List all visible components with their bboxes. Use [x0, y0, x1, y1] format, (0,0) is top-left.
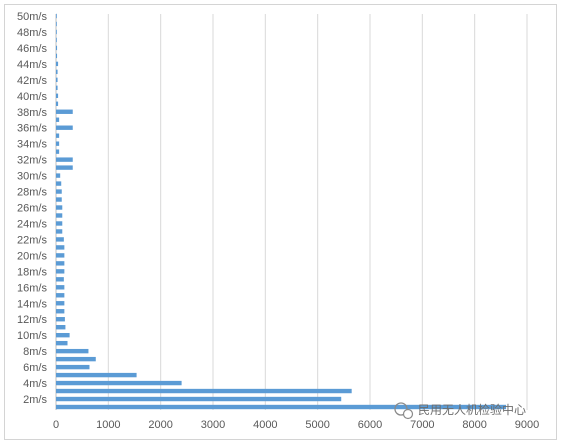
x-tick-label: 8000 — [462, 419, 486, 431]
watermark: 民用无人机检验中心 — [394, 402, 526, 420]
y-tick-label: 38m/s — [17, 107, 47, 119]
bar — [56, 181, 62, 186]
y-tick-label: 20m/s — [17, 250, 47, 262]
bar — [56, 21, 57, 27]
x-tick-label: 9000 — [515, 419, 539, 431]
y-tick-label: 14m/s — [17, 298, 47, 310]
bar — [56, 125, 73, 130]
bar — [56, 53, 58, 59]
bar — [56, 157, 73, 162]
bar — [56, 13, 57, 19]
bar — [56, 317, 65, 322]
y-tick-label: 4m/s — [23, 378, 47, 390]
bar — [56, 325, 66, 330]
bar — [56, 173, 61, 178]
y-tick-label: 32m/s — [17, 155, 47, 167]
y-tick-label: 28m/s — [17, 187, 47, 199]
y-tick-label: 40m/s — [17, 91, 47, 103]
bar — [56, 364, 90, 370]
bar — [56, 205, 63, 210]
bar — [56, 85, 58, 91]
bar — [56, 380, 182, 386]
y-tick-label: 34m/s — [17, 139, 47, 151]
bar — [56, 237, 64, 242]
bar — [56, 309, 65, 314]
y-tick-label: 6m/s — [23, 362, 47, 374]
grid-lines — [55, 14, 528, 410]
bars — [56, 13, 507, 410]
bar — [56, 197, 62, 202]
y-tick-label: 18m/s — [17, 266, 47, 278]
bar — [56, 117, 60, 122]
bar — [56, 372, 137, 378]
bar — [56, 340, 68, 346]
bar — [56, 61, 59, 67]
bar — [56, 348, 89, 354]
bar — [56, 253, 65, 258]
y-tick-label: 46m/s — [17, 43, 47, 55]
bar — [56, 245, 65, 250]
chart-frame — [4, 4, 557, 440]
y-tick-label: 42m/s — [17, 75, 47, 87]
bar — [56, 388, 352, 394]
x-tick-label: 6000 — [358, 419, 382, 431]
watermark-text: 民用无人机检验中心 — [418, 402, 526, 417]
y-tick-label: 44m/s — [17, 59, 47, 71]
y-tick-label: 10m/s — [17, 330, 47, 342]
y-tick-label: 24m/s — [17, 218, 47, 230]
y-tick-label: 50m/s — [17, 11, 47, 23]
bar — [56, 101, 59, 106]
bar — [56, 93, 59, 98]
bar — [56, 165, 73, 170]
bar — [56, 293, 65, 298]
bar — [56, 189, 62, 194]
y-tick-label: 8m/s — [23, 346, 47, 358]
wechat-icon — [394, 402, 414, 420]
bar — [56, 213, 63, 218]
y-tick-label: 2m/s — [23, 394, 47, 406]
x-tick-label: 4000 — [253, 419, 277, 431]
bar — [56, 37, 57, 43]
bar — [56, 277, 64, 282]
bar — [56, 141, 60, 146]
x-tick-label: 3000 — [201, 419, 225, 431]
bar — [56, 229, 63, 234]
x-tick-label: 7000 — [410, 419, 434, 431]
bar — [56, 29, 57, 35]
x-tick-labels: 0 1000 2000 3000 4000 5000 6000 7000 8000 9000 — [53, 419, 539, 431]
bar — [56, 261, 65, 266]
bar — [56, 149, 60, 154]
y-tick-label: 16m/s — [17, 282, 47, 294]
y-tick-label: 48m/s — [17, 27, 47, 39]
y-tick-label: 26m/s — [17, 203, 47, 215]
bar — [56, 221, 63, 226]
bar — [56, 396, 342, 402]
x-tick-label: 5000 — [305, 419, 329, 431]
bar — [56, 285, 65, 290]
x-tick-label: 0 — [53, 419, 59, 431]
bar — [56, 301, 65, 306]
bar — [56, 133, 60, 138]
y-tick-label: 12m/s — [17, 314, 47, 326]
x-tick-label: 2000 — [148, 419, 172, 431]
bar — [56, 69, 58, 75]
bar — [56, 45, 58, 51]
y-tick-label: 36m/s — [17, 123, 47, 135]
bar — [56, 109, 73, 114]
bar — [56, 269, 65, 274]
bar — [56, 332, 70, 338]
y-tick-labels: 2m/s 4m/s 6m/s 8m/s 10m/s 12m/s 14m/s 16m/s 18m/… — [17, 11, 47, 406]
y-tick-label: 30m/s — [17, 171, 47, 183]
y-tick-label: 22m/s — [17, 234, 47, 246]
x-tick-label: 1000 — [96, 419, 120, 431]
bar — [56, 356, 96, 362]
bar — [56, 77, 58, 83]
bar — [56, 404, 507, 410]
